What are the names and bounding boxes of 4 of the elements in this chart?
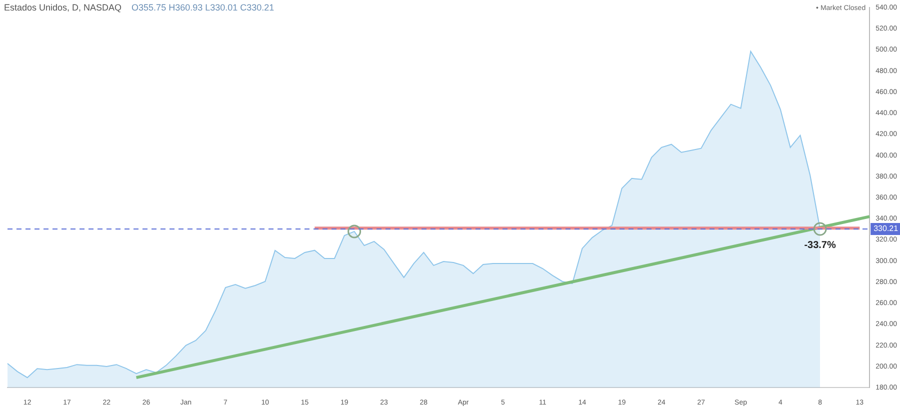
chart-title: Estados Unidos, D, NASDAQ	[4, 2, 122, 12]
annotation: -33.7%	[804, 240, 836, 251]
annotation: O355.75 H360.93 L330.01 C330.21	[132, 2, 274, 12]
ref-line-label: 330.21	[874, 224, 899, 234]
